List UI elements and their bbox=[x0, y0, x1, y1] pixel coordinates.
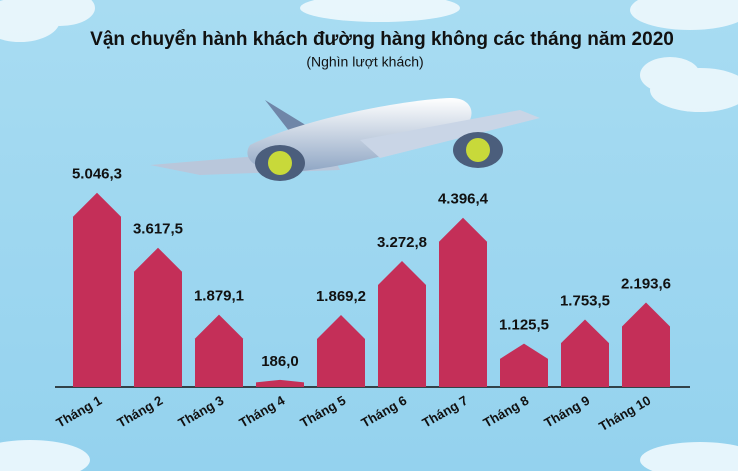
bar bbox=[561, 319, 609, 387]
bar bbox=[439, 217, 487, 387]
value-label: 2.193,6 bbox=[621, 276, 671, 293]
bar bbox=[195, 314, 243, 387]
bar bbox=[256, 379, 304, 387]
bar bbox=[134, 247, 182, 387]
value-label: 1.753,5 bbox=[560, 292, 610, 309]
value-label: 1.125,5 bbox=[499, 317, 549, 334]
value-label: 5.046,3 bbox=[72, 166, 122, 183]
value-label: 3.272,8 bbox=[377, 234, 427, 251]
value-label: 1.879,1 bbox=[194, 288, 244, 305]
bar bbox=[622, 302, 670, 387]
airplane bbox=[150, 97, 540, 181]
bar bbox=[378, 260, 426, 387]
bar bbox=[73, 192, 121, 387]
value-label: 3.617,5 bbox=[133, 221, 183, 238]
bar bbox=[500, 343, 548, 387]
bar bbox=[317, 315, 365, 387]
value-label: 4.396,4 bbox=[438, 191, 489, 208]
value-label: 1.869,2 bbox=[316, 288, 366, 305]
value-label: 186,0 bbox=[261, 353, 299, 370]
chart-subtitle: (Nghìn lượt khách) bbox=[306, 54, 423, 70]
chart-title: Vận chuyển hành khách đường hàng không c… bbox=[90, 29, 674, 50]
